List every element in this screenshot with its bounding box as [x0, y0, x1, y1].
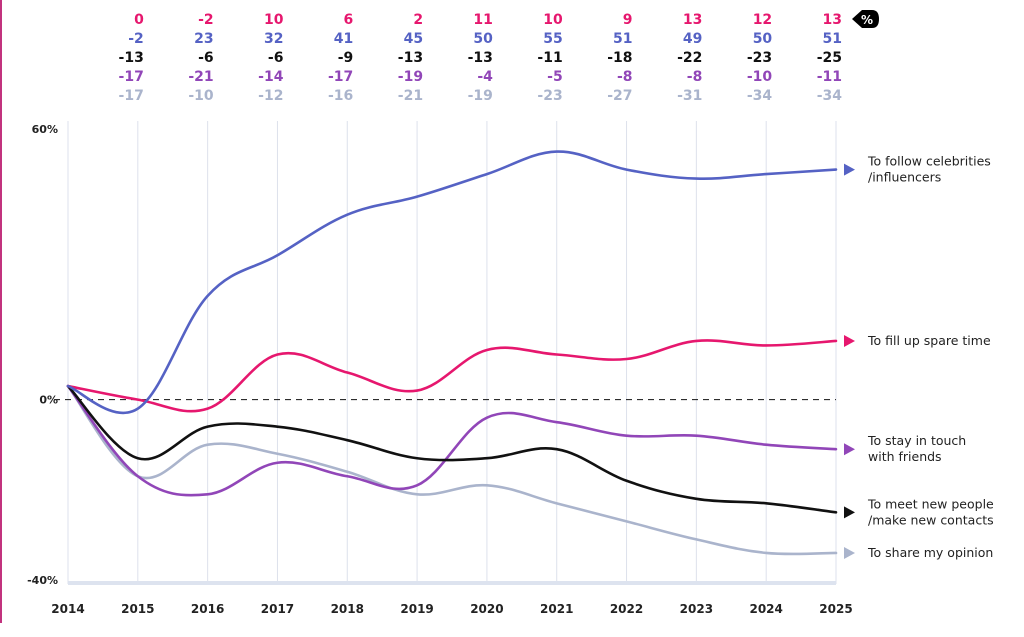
table-value: -21 — [188, 69, 213, 85]
x-tick-label: 2025 — [819, 602, 852, 616]
x-tick-label: 2019 — [400, 602, 433, 616]
table-value: 49 — [683, 31, 702, 47]
table-value: -21 — [398, 88, 423, 104]
table-value: -23 — [537, 88, 562, 104]
table-value: -11 — [817, 69, 842, 85]
grid — [67, 121, 837, 584]
table-value: -19 — [468, 88, 493, 104]
table-value: -23 — [747, 50, 772, 66]
series-line-4 — [66, 384, 838, 556]
legend-label: To follow celebrities — [867, 154, 991, 169]
table-value: -14 — [258, 69, 284, 85]
series-end-arrow-icon — [844, 506, 855, 519]
axis: 60% 0% -40% 2014 2015 2016 2017 2018 2019 2020 202… — [27, 123, 853, 616]
table-value: -17 — [119, 69, 144, 85]
x-tick-label: 2023 — [680, 602, 713, 616]
table-value: 41 — [334, 31, 353, 47]
table-value: 50 — [473, 31, 493, 47]
table-value: -22 — [677, 50, 702, 66]
x-tick-label: 2018 — [331, 602, 364, 616]
series-line-1 — [66, 150, 838, 415]
table-value: -6 — [268, 50, 284, 66]
legend-label: /make new contacts — [868, 512, 994, 527]
series-line-0 — [66, 339, 838, 413]
table-value: -2 — [128, 31, 144, 47]
table-value: -4 — [477, 69, 493, 85]
table-value: 0 — [134, 12, 144, 28]
x-tick-label: 2021 — [540, 602, 573, 616]
table-value: -13 — [119, 50, 144, 66]
x-axis-line — [68, 581, 836, 585]
table-value: 55 — [543, 31, 562, 47]
legend-label: To stay in touch — [867, 433, 966, 448]
series-end-arrow-icon — [844, 163, 855, 176]
x-tick-label: 2014 — [51, 602, 84, 616]
left-border-accent — [0, 0, 2, 623]
unit-badge: % — [852, 10, 879, 28]
legend-label: To meet new people — [867, 496, 994, 511]
table-value: -2 — [198, 12, 214, 28]
legend-label: To fill up spare time — [867, 333, 991, 348]
legend: To follow celebrities/influencers To fill… — [867, 154, 994, 560]
table-value: -13 — [468, 50, 493, 66]
table-value: 12 — [753, 12, 772, 28]
table-value: 13 — [823, 12, 842, 28]
table-value: -9 — [338, 50, 354, 66]
table-value: -34 — [747, 88, 773, 104]
table-value: -17 — [119, 88, 144, 104]
x-tick-label: 2016 — [191, 602, 224, 616]
table-value: 6 — [344, 12, 354, 28]
table-value: -11 — [537, 50, 562, 66]
series-line-3 — [66, 384, 838, 497]
table-value: 51 — [613, 31, 632, 47]
series-end-arrow-icon — [844, 443, 855, 456]
table-value: -13 — [398, 50, 423, 66]
table-value: -17 — [328, 69, 353, 85]
table-value: 9 — [623, 12, 633, 28]
x-tick-label: 2024 — [749, 602, 782, 616]
y-tick-label: -40% — [27, 574, 58, 587]
table-value: -6 — [198, 50, 214, 66]
table-value: -10 — [747, 69, 773, 85]
table-value: 10 — [264, 12, 284, 28]
table-value: 10 — [543, 12, 563, 28]
table-value: -10 — [188, 88, 214, 104]
table-value: 32 — [264, 31, 283, 47]
x-tick-label: 2017 — [261, 602, 294, 616]
table-value: 50 — [753, 31, 773, 47]
series-end-arrow-icon — [844, 334, 855, 347]
table-value: -19 — [398, 69, 423, 85]
value-table: 0 -2 10 6 2 11 10 9 13 12 13 -2 23 32 41 45 50 55 51 49 50 51… — [119, 12, 843, 104]
table-value: 13 — [683, 12, 702, 28]
table-value: -34 — [817, 88, 843, 104]
legend-label: with friends — [868, 449, 942, 464]
table-value: 51 — [823, 31, 842, 47]
table-value: 45 — [404, 31, 423, 47]
x-tick-label: 2015 — [121, 602, 154, 616]
x-tick-label: 2022 — [610, 602, 643, 616]
y-tick-label: 60% — [32, 123, 58, 136]
table-value: -8 — [687, 69, 703, 85]
table-value: 2 — [413, 12, 423, 28]
table-value: 11 — [473, 12, 492, 28]
table-value: -12 — [258, 88, 283, 104]
x-tick-label: 2020 — [470, 602, 503, 616]
table-value: -5 — [547, 69, 563, 85]
y-tick-label: 0% — [39, 394, 58, 407]
table-value: 23 — [194, 31, 213, 47]
legend-label: To share my opinion — [867, 545, 993, 560]
percent-badge-icon — [852, 10, 879, 28]
table-value: -25 — [817, 50, 842, 66]
table-value: -8 — [617, 69, 633, 85]
unit-badge-label: % — [861, 13, 873, 27]
table-value: -27 — [607, 88, 632, 104]
series-lines — [66, 150, 855, 559]
table-value: -18 — [607, 50, 632, 66]
table-value: -31 — [677, 88, 702, 104]
series-end-arrow-icon — [844, 546, 855, 559]
series-line-2 — [66, 384, 838, 514]
table-value: -16 — [328, 88, 353, 104]
legend-label: /influencers — [868, 170, 941, 185]
